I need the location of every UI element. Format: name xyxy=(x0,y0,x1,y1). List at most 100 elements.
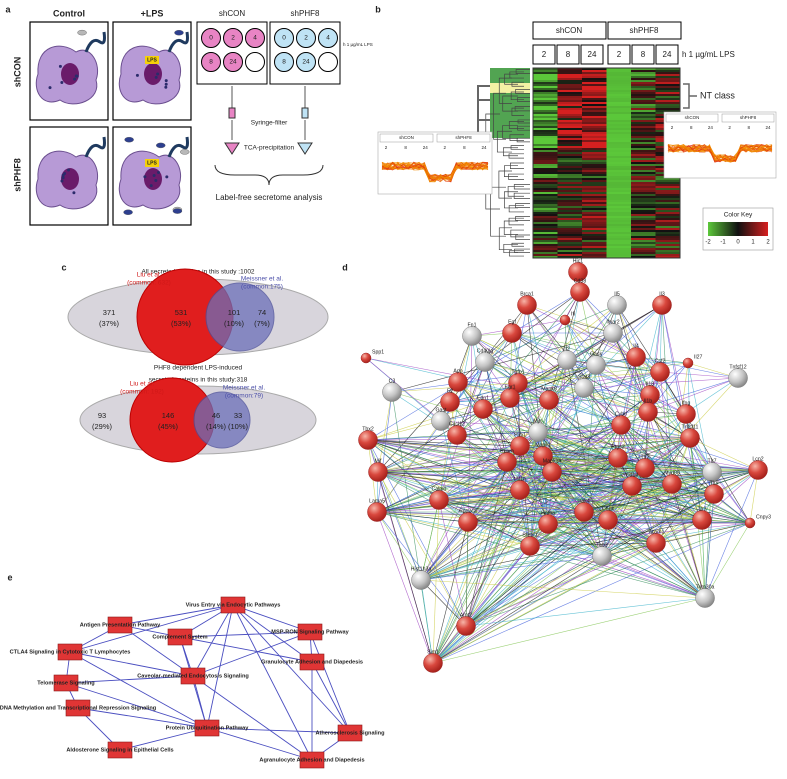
heat-cell xyxy=(606,162,632,165)
heat-cell xyxy=(582,148,607,151)
protein-label: Mif xyxy=(375,458,382,464)
heat-cell xyxy=(606,150,632,153)
heat-cell xyxy=(533,234,558,237)
heat-cell xyxy=(557,90,583,93)
heat-cell xyxy=(606,238,632,241)
heat-cell xyxy=(655,82,681,85)
heat-cell xyxy=(533,212,558,215)
heat-cell xyxy=(557,108,583,111)
heat-cell xyxy=(582,164,607,167)
heat-cell xyxy=(655,212,681,215)
protein-label: Tlr2 xyxy=(641,454,650,460)
edge xyxy=(659,371,739,379)
lps-tag xyxy=(145,56,159,64)
heat-cell xyxy=(655,194,681,197)
heat-cell xyxy=(533,256,558,259)
edge xyxy=(517,382,622,426)
edge xyxy=(601,471,713,557)
heat-cell xyxy=(533,94,558,97)
heat-cell xyxy=(631,138,656,141)
heat-cell xyxy=(557,172,583,175)
heat-cell xyxy=(606,202,632,205)
group-box xyxy=(607,21,682,40)
heat-cell xyxy=(533,196,558,199)
heat-cell xyxy=(557,86,583,89)
hour-box xyxy=(631,44,655,65)
pathway-edge xyxy=(119,727,208,751)
heat-cell xyxy=(533,170,558,173)
heat-cell xyxy=(582,128,607,131)
heat-cell xyxy=(606,244,632,247)
protein-node xyxy=(611,415,631,435)
edge xyxy=(438,461,508,501)
line-name: shCON xyxy=(12,57,22,88)
label: 2 xyxy=(304,35,308,42)
heat-cell xyxy=(557,244,583,247)
receptor xyxy=(167,136,189,158)
vesicle xyxy=(165,175,169,179)
edge xyxy=(601,555,706,599)
pathway-label: Complement System xyxy=(152,634,207,640)
panel-label: a xyxy=(5,4,11,14)
edge xyxy=(583,511,657,544)
heat-cell xyxy=(631,186,656,189)
heat-cell xyxy=(557,118,583,121)
pathway-edge xyxy=(69,604,234,653)
heat-cell xyxy=(606,168,632,171)
heat-cell xyxy=(533,106,558,109)
edge xyxy=(420,521,469,581)
edge xyxy=(432,522,751,664)
protein-node xyxy=(473,399,493,419)
heat-cell xyxy=(606,134,632,137)
edge xyxy=(529,542,657,547)
heat-cell xyxy=(533,100,558,103)
heat-cell xyxy=(631,84,656,87)
heat-cell xyxy=(606,72,632,75)
heat-cell xyxy=(631,88,656,91)
heat-cell xyxy=(606,106,632,109)
vesicle xyxy=(60,179,64,183)
heat-cell xyxy=(582,146,607,149)
heat-cell xyxy=(582,256,607,259)
heat-cell xyxy=(631,134,656,137)
pathway-node xyxy=(180,667,206,685)
heat-cell xyxy=(533,192,558,195)
heat-cell xyxy=(606,70,632,73)
heat-cell xyxy=(533,240,558,243)
heat-cell xyxy=(557,248,583,251)
venn-name: Liu et al. xyxy=(137,272,162,279)
edge xyxy=(511,332,651,396)
dendrogram xyxy=(515,216,530,221)
heat-cell xyxy=(606,148,632,151)
heat-cell xyxy=(655,218,681,221)
heat-cell xyxy=(582,192,607,195)
edge xyxy=(420,579,467,627)
protein-label: Hic1 xyxy=(573,258,583,264)
pathway-label: Atherosclerosis Signaling xyxy=(315,730,385,736)
heat-cell xyxy=(533,216,558,219)
tube xyxy=(297,142,313,155)
heat-cell xyxy=(606,128,632,131)
dendrogram xyxy=(511,107,524,116)
heat-cell xyxy=(557,128,583,131)
heat-cell xyxy=(533,210,558,213)
edge xyxy=(566,304,618,361)
heat-cell xyxy=(557,138,583,141)
heat-cell xyxy=(582,168,607,171)
dendrogram xyxy=(516,137,530,143)
pathway-edge xyxy=(119,604,234,626)
edge xyxy=(547,523,706,599)
heat-cell xyxy=(655,100,681,103)
dendrogram xyxy=(498,170,512,199)
heat-cell xyxy=(606,92,632,95)
profile-line xyxy=(667,144,773,162)
heat-cell xyxy=(533,190,558,193)
heat-cell xyxy=(533,168,558,171)
heat-cell xyxy=(606,102,632,105)
heat-cell xyxy=(606,98,632,101)
heat-cell xyxy=(557,230,583,233)
heat-cell xyxy=(557,178,583,181)
protein-node xyxy=(528,422,548,442)
label: 4 xyxy=(253,35,257,42)
